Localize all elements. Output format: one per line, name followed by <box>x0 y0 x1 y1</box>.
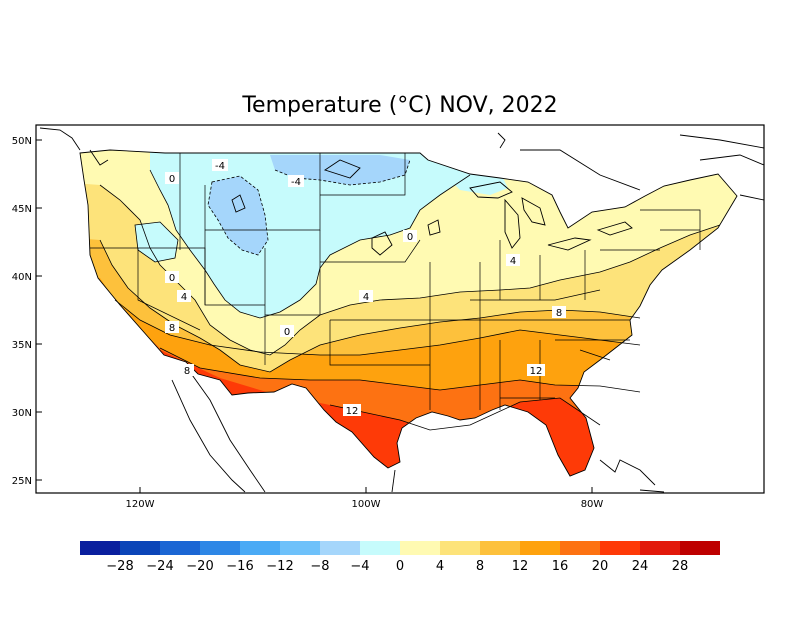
legend-labels: −28 −24 −20 −16 −12 −8 −4 0 4 8 12 16 20 24 28 <box>106 559 688 574</box>
legend-label: −24 <box>146 559 173 574</box>
legend-swatch <box>440 541 480 555</box>
legend-label: 8 <box>476 559 484 574</box>
y-tick-label: 30N <box>12 408 32 419</box>
legend-swatch <box>120 541 160 555</box>
legend-swatch <box>80 541 120 555</box>
legend-swatch <box>640 541 680 555</box>
contour-label: -4 <box>215 161 225 172</box>
y-tick-label: 50N <box>12 136 32 147</box>
legend-label: 0 <box>396 559 404 574</box>
map-title: Temperature (°C) NOV, 2022 <box>241 93 557 118</box>
legend-swatch <box>560 541 600 555</box>
legend-swatch <box>160 541 200 555</box>
legend-swatch <box>480 541 520 555</box>
legend-swatch <box>360 541 400 555</box>
coastlines <box>39 127 764 493</box>
contour-label: 0 <box>407 232 413 243</box>
temperature-fill <box>80 150 737 476</box>
y-tick-label: 45N <box>12 204 32 215</box>
contour-label: -4 <box>291 177 301 188</box>
legend-swatch <box>320 541 360 555</box>
legend-label: 20 <box>592 559 609 574</box>
contour-label: 4 <box>181 292 187 303</box>
y-tick-label: 35N <box>12 340 32 351</box>
y-axis: 50N 45N 40N 35N 30N 25N <box>12 136 42 487</box>
y-tick-label: 25N <box>12 476 32 487</box>
legend-label: 4 <box>436 559 444 574</box>
legend-label: −20 <box>186 559 213 574</box>
legend-label: 24 <box>632 559 649 574</box>
legend-label: −28 <box>106 559 133 574</box>
legend-label: −8 <box>310 559 329 574</box>
x-tick-label: 80W <box>581 499 604 510</box>
color-legend <box>80 541 720 555</box>
legend-label: 12 <box>512 559 529 574</box>
contour-label: 0 <box>169 273 175 284</box>
contour-label: 4 <box>363 292 369 303</box>
x-tick-label: 100W <box>352 499 381 510</box>
contour-label: 4 <box>510 256 516 267</box>
legend-swatch <box>280 541 320 555</box>
legend-label: −16 <box>226 559 253 574</box>
x-axis: 120W 100W 80W <box>126 487 604 510</box>
legend-label: −4 <box>350 559 369 574</box>
y-tick-label: 40N <box>12 272 32 283</box>
legend-swatch <box>520 541 560 555</box>
contour-lines <box>99 159 721 431</box>
contour-label: 8 <box>184 366 190 377</box>
contour-label: 12 <box>530 366 543 377</box>
legend-label: −12 <box>266 559 293 574</box>
map-frame <box>35 124 765 494</box>
legend-swatch <box>240 541 280 555</box>
contour-label: 12 <box>346 406 359 417</box>
state-borders <box>90 153 701 410</box>
contour-label: 0 <box>169 174 175 185</box>
contour-labels: -4 -4 0 0 0 0 4 4 4 8 8 8 12 12 <box>165 159 566 417</box>
contour-label: 8 <box>556 308 562 319</box>
legend-swatch <box>680 541 720 555</box>
legend-swatch <box>600 541 640 555</box>
x-tick-label: 120W <box>126 499 155 510</box>
legend-label: 16 <box>552 559 569 574</box>
contour-label: 8 <box>169 323 175 334</box>
legend-swatch <box>200 541 240 555</box>
contour-label: 0 <box>284 327 290 338</box>
legend-swatch <box>400 541 440 555</box>
legend-label: 28 <box>672 559 689 574</box>
